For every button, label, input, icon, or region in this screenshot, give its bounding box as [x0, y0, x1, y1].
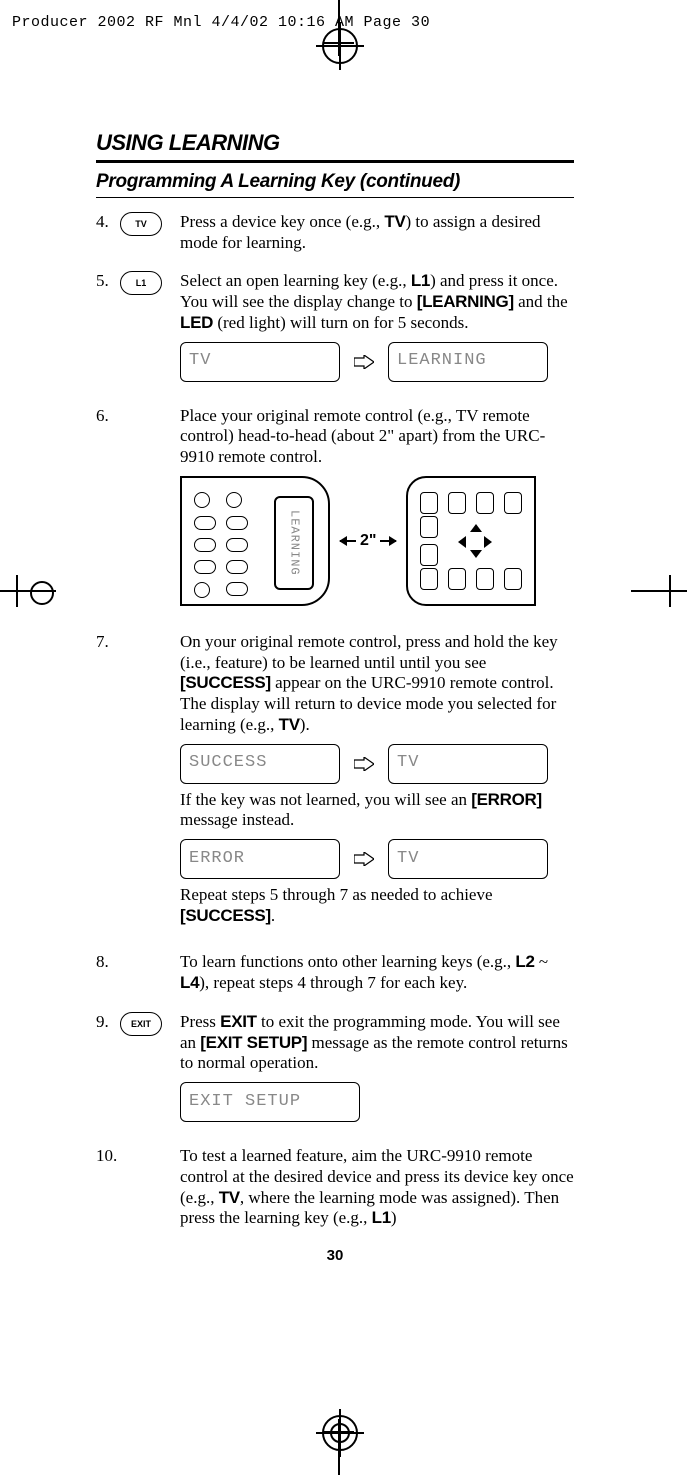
step-number: 9.	[96, 1012, 120, 1128]
body-text: ), repeat steps 4 through 7 for each key…	[199, 973, 467, 992]
step-number: 10.	[96, 1146, 120, 1229]
lcd-display-learning-vertical: LEARNING	[274, 496, 314, 590]
mini-button-icon	[194, 492, 210, 508]
divider-thin	[96, 197, 574, 198]
crop-mark-left	[0, 590, 56, 592]
arrow-right-icon	[354, 355, 374, 369]
lcd-display-tv: TV	[388, 744, 548, 784]
body-text: Press	[180, 1012, 220, 1031]
body-text: .	[271, 906, 275, 925]
divider-thick	[96, 160, 574, 163]
exit-setup-label: [EXIT SETUP]	[200, 1033, 307, 1052]
exit-label: EXIT	[220, 1012, 257, 1031]
mini-button-icon	[194, 582, 210, 598]
body-text: To learn functions onto other learning k…	[180, 952, 515, 971]
page-content: USING LEARNING Programming A Learning Ke…	[96, 130, 574, 1264]
step-4: 4. TV Press a device key once (e.g., TV)…	[96, 212, 574, 253]
lcd-transition-row: ERROR TV	[180, 839, 574, 879]
page-number: 30	[96, 1247, 574, 1264]
tv-key-icon: TV	[120, 212, 162, 236]
mini-button-icon	[226, 492, 242, 508]
body-text: (red light) will turn on for 5 seconds.	[213, 313, 468, 332]
registration-mark-top	[322, 28, 358, 64]
mini-button-icon	[226, 560, 248, 574]
distance-label: 2"	[360, 531, 376, 551]
distance-indicator: 2"	[340, 531, 396, 551]
mini-button-icon	[194, 516, 216, 530]
step-5: 5. L1 Select an open learning key (e.g.,…	[96, 271, 574, 387]
body-text: Place your original remote control (e.g.…	[180, 406, 574, 468]
body-text: Repeat steps 5 through 7 as needed to ac…	[180, 885, 493, 904]
body-text: )	[391, 1208, 397, 1227]
tv-label: TV	[279, 715, 300, 734]
step-9: 9. EXIT Press EXIT to exit the programmi…	[96, 1012, 574, 1128]
body-text: message instead.	[180, 810, 294, 829]
mini-button-icon	[226, 516, 248, 530]
mini-button-icon	[194, 560, 216, 574]
lcd-transition-row: TV LEARNING	[180, 342, 574, 382]
section-title: USING LEARNING	[96, 130, 574, 156]
step-6: 6. Place your original remote control (e…	[96, 406, 574, 614]
lcd-display-success: SUCCESS	[180, 744, 340, 784]
original-remote-icon	[406, 476, 536, 606]
step-7: 7. On your original remote control, pres…	[96, 632, 574, 935]
step-number: 6.	[96, 406, 120, 614]
registration-mark-bottom	[322, 1415, 358, 1451]
exit-key-icon: EXIT	[120, 1012, 162, 1036]
body-text: If the key was not learned, you will see…	[180, 790, 471, 809]
lcd-display-exit-setup: EXIT SETUP	[180, 1082, 360, 1122]
step-8: 8. To learn functions onto other learnin…	[96, 952, 574, 993]
lcd-row: EXIT SETUP	[180, 1082, 574, 1122]
head-to-head-diagram: LEARNING 2"	[180, 476, 574, 606]
arrow-right-icon	[354, 852, 374, 866]
step-10: 10. To test a learned feature, aim the U…	[96, 1146, 574, 1229]
lcd-display-tv: TV	[388, 839, 548, 879]
success-label: [SUCCESS]	[180, 906, 271, 925]
lcd-transition-row: SUCCESS TV	[180, 744, 574, 784]
error-label: [ERROR]	[471, 790, 542, 809]
step-number: 7.	[96, 632, 120, 935]
body-text: and the	[514, 292, 568, 311]
l2-label: L2	[515, 952, 534, 971]
tv-label: TV	[219, 1188, 240, 1207]
lcd-display-error: ERROR	[180, 839, 340, 879]
lcd-display-tv: TV	[180, 342, 340, 382]
lcd-display-learning: LEARNING	[388, 342, 548, 382]
l1-label: L1	[372, 1208, 391, 1227]
body-text: On your original remote control, press a…	[180, 632, 558, 672]
mini-button-icon	[194, 538, 216, 552]
arrow-right-icon	[354, 757, 374, 771]
l4-label: L4	[180, 973, 199, 992]
led-label: LED	[180, 313, 213, 332]
body-text: Press a device key once (e.g.,	[180, 212, 384, 231]
mini-button-icon	[226, 582, 248, 596]
body-text: ).	[300, 715, 310, 734]
learning-label: [LEARNING]	[417, 292, 514, 311]
body-text: Select an open learning key (e.g.,	[180, 271, 411, 290]
step-number: 4.	[96, 212, 120, 253]
crop-mark-right	[631, 590, 687, 592]
urc-remote-icon: LEARNING	[180, 476, 330, 606]
l1-key-icon: L1	[120, 271, 162, 295]
l1-label: L1	[411, 271, 430, 290]
step-number: 8.	[96, 952, 120, 993]
step-number: 5.	[96, 271, 120, 387]
success-label: [SUCCESS]	[180, 673, 271, 692]
print-slug: Producer 2002 RF Mnl 4/4/02 10:16 AM Pag…	[12, 14, 430, 31]
subsection-title: Programming A Learning Key (continued)	[96, 171, 574, 193]
tv-label: TV	[384, 212, 405, 231]
body-text: ~	[535, 952, 548, 971]
mini-button-icon	[226, 538, 248, 552]
